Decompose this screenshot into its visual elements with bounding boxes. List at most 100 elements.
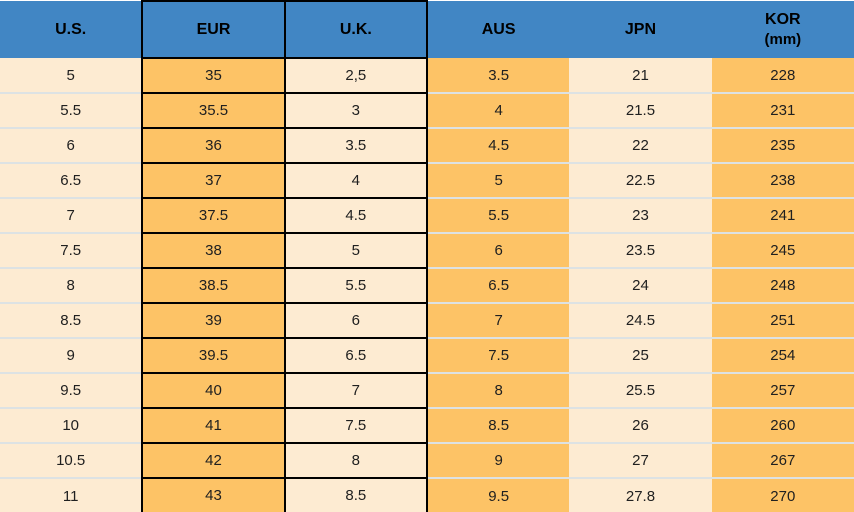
table-cell: 10 [0,407,143,443]
table-cell: 6.5 [426,267,570,303]
table-row: 6 36 3.5 4.5 22 235 [0,127,854,164]
table-cell: 248 [711,267,854,303]
table-cell: 4 [426,92,570,128]
table-cell: 235 [711,127,854,163]
table-header: U.S. EUR U.K. AUS JPN KOR (mm) [0,0,854,59]
table-cell: 254 [711,337,854,373]
table-row: 10.5 42 8 9 27 267 [0,442,854,479]
table-cell: 5.5 [0,92,143,128]
header-row: U.S. EUR U.K. AUS JPN KOR (mm) [0,0,854,59]
table-cell: 39.5 [141,337,286,374]
header-label: JPN [624,20,657,38]
table-cell: 3.5 [426,58,570,93]
table-cell: 36 [141,127,286,164]
table-row: 6.5 37 4 5 22.5 238 [0,162,854,199]
table-row: 9.5 40 7 8 25.5 257 [0,372,854,409]
table-cell: 23 [569,197,712,233]
table-row: 7.5 38 5 6 23.5 245 [0,232,854,269]
table-cell: 42 [141,442,286,479]
header-label: AUS [481,20,516,38]
table-cell: 241 [711,197,854,233]
table-cell: 27.8 [569,477,712,512]
table-cell: 37 [141,162,286,199]
table-cell: 21.5 [569,92,712,128]
table-row: 8.5 39 6 7 24.5 251 [0,302,854,339]
table-cell: 39 [141,302,286,339]
table-cell: 3.5 [283,127,428,164]
table-cell: 6 [426,232,570,268]
table-cell: 8 [426,372,570,408]
header-cell-uk: U.K. [283,0,428,59]
table-cell: 22 [569,127,712,163]
table-cell: 257 [711,372,854,408]
table-cell: 38 [141,232,286,269]
table-cell: 238 [711,162,854,198]
table-cell: 228 [711,58,854,93]
table-cell: 9 [0,337,143,373]
table-row: 9 39.5 6.5 7.5 25 254 [0,337,854,374]
table-cell: 25.5 [569,372,712,408]
table-cell: 21 [569,58,712,93]
table-cell: 5.5 [283,267,428,304]
table-cell: 6.5 [283,337,428,374]
table-cell: 41 [141,407,286,444]
table-cell: 35.5 [141,92,286,129]
table-cell: 7 [0,197,143,233]
header-cell-aus: AUS [426,1,570,58]
table-cell: 40 [141,372,286,409]
table-cell: 270 [711,477,854,512]
table-cell: 5 [426,162,570,198]
table-cell: 7 [283,372,428,409]
table-row: 5.5 35.5 3 4 21.5 231 [0,92,854,129]
header-cell-eur: EUR [141,0,286,59]
table-row: 11 43 8.5 9.5 27.8 270 [0,477,854,512]
table-cell: 25 [569,337,712,373]
table-cell: 4.5 [283,197,428,234]
table-cell: 6 [0,127,143,163]
table-cell: 8.5 [0,302,143,338]
table-cell: 9.5 [426,477,570,512]
table-cell: 2,5 [283,57,428,94]
table-cell: 5.5 [426,197,570,233]
table-cell: 245 [711,232,854,268]
table-cell: 23.5 [569,232,712,268]
header-cell-kor: KOR (mm) [711,1,854,58]
table-cell: 38.5 [141,267,286,304]
table-row: 7 37.5 4.5 5.5 23 241 [0,197,854,234]
header-cell-us: U.S. [0,1,143,58]
header-label: EUR [196,20,231,38]
header-cell-jpn: JPN [569,1,712,58]
table-cell: 27 [569,442,712,478]
table-cell: 260 [711,407,854,443]
table-cell: 9.5 [0,372,143,408]
table-cell: 4 [283,162,428,199]
table-cell: 43 [141,477,286,512]
table-cell: 5 [0,58,143,93]
table-cell: 24.5 [569,302,712,338]
table-cell: 5 [283,232,428,269]
header-label: KOR [765,11,801,28]
table-cell: 8.5 [283,477,428,512]
header-label: U.K. [339,20,372,38]
table-cell: 26 [569,407,712,443]
table-cell: 7.5 [0,232,143,268]
table-cell: 251 [711,302,854,338]
table-body: 5 35 2,5 3.5 21 228 5.5 35.5 3 4 21.5 231 6 36 3.5 4.5 2… [0,57,854,512]
table-cell: 10.5 [0,442,143,478]
table-row: 10 41 7.5 8.5 26 260 [0,407,854,444]
table-cell: 9 [426,442,570,478]
table-cell: 4.5 [426,127,570,163]
table-cell: 7.5 [283,407,428,444]
table-row: 5 35 2,5 3.5 21 228 [0,57,854,94]
header-sublabel: (mm) [764,31,802,48]
table-cell: 8.5 [426,407,570,443]
table-cell: 37.5 [141,197,286,234]
table-cell: 6.5 [0,162,143,198]
table-cell: 35 [141,57,286,94]
table-row: 8 38.5 5.5 6.5 24 248 [0,267,854,304]
header-label: U.S. [55,20,87,38]
table-cell: 24 [569,267,712,303]
table-cell: 7 [426,302,570,338]
